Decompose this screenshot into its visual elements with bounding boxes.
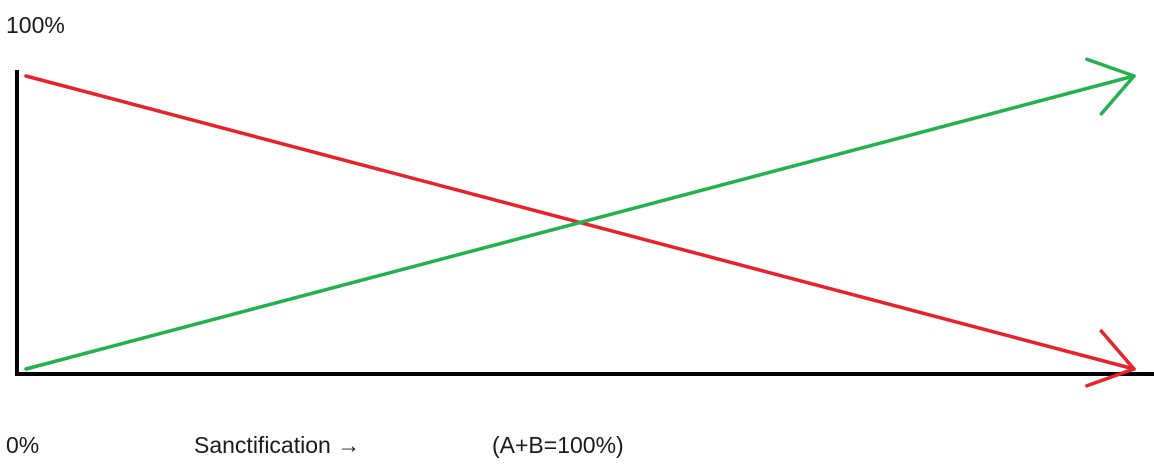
series-1-arrowhead [1085,329,1136,388]
x-axis-label: Sanctification → [194,432,361,458]
series-2-arrowhead [1085,57,1136,116]
series-layer [24,57,1136,388]
series-2-line [24,74,1136,371]
origin-label: 0% [6,432,40,458]
sum-annotation: (A+B=100%) [492,432,624,458]
y-axis-max-label: 100% [6,12,65,38]
